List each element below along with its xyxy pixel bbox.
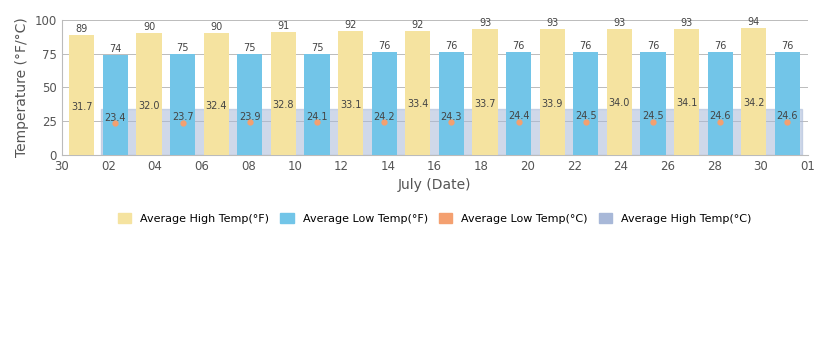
Text: 33.1: 33.1: [340, 100, 361, 110]
Text: 93: 93: [613, 18, 626, 28]
Bar: [574, 52, 598, 155]
Text: 75: 75: [243, 43, 256, 52]
Bar: [101, 109, 802, 155]
Text: 24.5: 24.5: [575, 111, 597, 121]
Text: 34.1: 34.1: [676, 98, 697, 108]
Bar: [305, 54, 330, 155]
Text: 76: 76: [781, 41, 793, 51]
Text: 93: 93: [546, 18, 559, 28]
Text: 24.6: 24.6: [710, 111, 731, 121]
Legend: Average High Temp(°F), Average Low Temp(°F), Average Low Temp(°C), Average High : Average High Temp(°F), Average Low Temp(…: [115, 210, 754, 227]
Text: 23.7: 23.7: [172, 112, 193, 122]
Text: 33.9: 33.9: [541, 98, 563, 109]
Bar: [439, 52, 464, 155]
Text: 23.9: 23.9: [239, 112, 261, 122]
Text: 76: 76: [378, 41, 390, 51]
Bar: [506, 52, 531, 155]
Text: 92: 92: [344, 20, 357, 30]
Text: 76: 76: [512, 41, 525, 51]
Text: 93: 93: [479, 18, 491, 28]
X-axis label: July (Date): July (Date): [398, 178, 471, 192]
Bar: [372, 52, 397, 155]
Bar: [170, 54, 195, 155]
Text: 32.4: 32.4: [206, 101, 227, 111]
Text: 33.7: 33.7: [474, 99, 496, 109]
Text: 92: 92: [412, 20, 424, 30]
Bar: [472, 29, 498, 155]
Text: 75: 75: [176, 43, 189, 52]
Text: 32.8: 32.8: [273, 100, 294, 110]
Bar: [708, 52, 733, 155]
Bar: [540, 29, 564, 155]
Bar: [136, 33, 162, 155]
Bar: [103, 55, 128, 155]
Text: 32.0: 32.0: [139, 101, 159, 111]
Y-axis label: Temperature (°F/°C): Temperature (°F/°C): [15, 17, 29, 157]
Text: 24.4: 24.4: [508, 111, 530, 121]
Bar: [271, 32, 296, 155]
Bar: [237, 54, 262, 155]
Bar: [338, 31, 364, 155]
Text: 33.4: 33.4: [408, 99, 428, 109]
Text: 31.7: 31.7: [71, 102, 93, 111]
Text: 93: 93: [681, 18, 693, 28]
Text: 89: 89: [76, 24, 88, 34]
Bar: [607, 29, 632, 155]
Text: 94: 94: [748, 17, 760, 27]
Bar: [405, 31, 431, 155]
Bar: [69, 35, 95, 155]
Text: 24.2: 24.2: [374, 112, 395, 122]
Text: 23.4: 23.4: [105, 113, 126, 123]
Text: 34.0: 34.0: [608, 98, 630, 109]
Text: 91: 91: [277, 21, 290, 31]
Text: 90: 90: [143, 22, 155, 32]
Text: 24.5: 24.5: [642, 111, 664, 121]
Text: 75: 75: [310, 43, 323, 52]
Text: 76: 76: [714, 41, 726, 51]
Bar: [774, 52, 800, 155]
Text: 24.3: 24.3: [441, 111, 462, 122]
Text: 90: 90: [210, 22, 222, 32]
Bar: [641, 52, 666, 155]
Bar: [674, 29, 699, 155]
Text: 24.6: 24.6: [777, 111, 798, 121]
Text: 74: 74: [110, 44, 122, 54]
Text: 76: 76: [579, 41, 592, 51]
Text: 76: 76: [647, 41, 659, 51]
Text: 24.1: 24.1: [306, 112, 328, 122]
Text: 76: 76: [445, 41, 457, 51]
Bar: [741, 28, 766, 155]
Bar: [203, 33, 229, 155]
Text: 34.2: 34.2: [743, 98, 764, 108]
